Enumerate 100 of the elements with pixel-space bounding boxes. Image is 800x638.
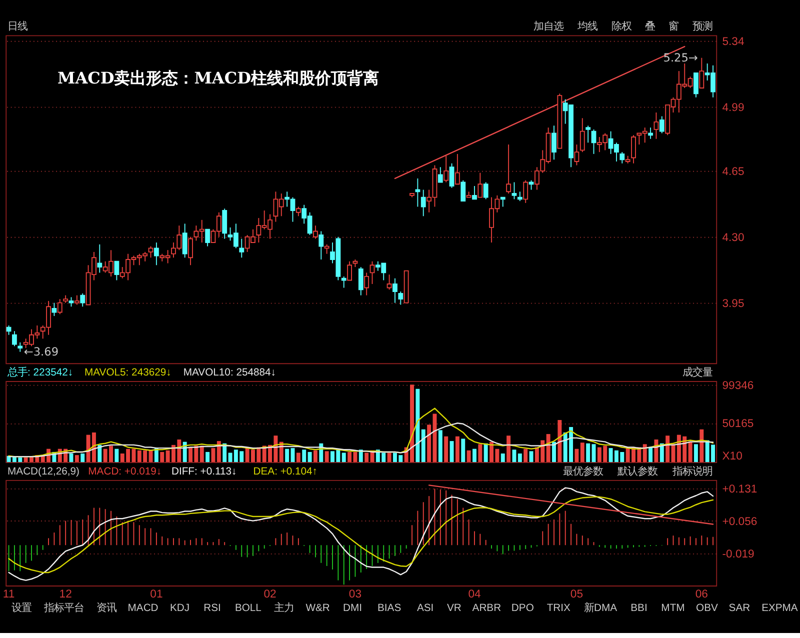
x-tick-label: 03	[348, 588, 362, 600]
text: VR	[447, 602, 462, 614]
text: MACD卖出形态：MACD柱线和股价顶背离	[57, 68, 379, 88]
text: BBI	[630, 602, 648, 614]
text: DMI	[343, 602, 362, 614]
line-series	[8, 496, 714, 574]
text: 窗	[668, 20, 678, 33]
candlestick	[57, 298, 62, 315]
y-tick-label: 3.95	[722, 298, 744, 310]
candlestick	[358, 266, 364, 296]
candlestick	[699, 57, 704, 88]
candlestick	[552, 125, 556, 160]
y-tick-label: 5.34	[722, 36, 744, 48]
candlestick	[341, 276, 346, 288]
candlestick	[415, 178, 420, 208]
x-tick-label: 04	[468, 588, 481, 600]
text: DEA: +0.104↑	[253, 466, 318, 478]
candlestick	[222, 208, 228, 240]
text: 成交量	[682, 366, 712, 378]
text: 默认参数	[616, 465, 658, 478]
candlestick	[631, 134, 636, 164]
text: TRIX	[546, 602, 571, 614]
x-tick-label: 05	[570, 588, 583, 600]
text: 均线	[576, 20, 598, 33]
text: 总手: 223542↓	[6, 366, 74, 378]
text: MTM	[661, 602, 685, 614]
text: 指标说明	[671, 465, 712, 478]
candlestick	[52, 302, 57, 316]
y-tick-label: +0.056	[722, 516, 758, 528]
candlestick	[483, 182, 488, 200]
candlestick	[296, 206, 301, 217]
x-tick-label: 11	[2, 588, 15, 600]
candlestick	[80, 292, 86, 308]
text: ARBR	[472, 602, 502, 614]
candlestick	[478, 172, 483, 198]
candlestick	[239, 238, 244, 258]
x-tick-label: 12	[59, 588, 72, 600]
chart-title: MACD(12,26,9)	[8, 466, 80, 478]
candlestick	[454, 153, 460, 185]
y-tick-label: 4.99	[722, 102, 744, 114]
candlestick	[12, 330, 17, 347]
candlestick	[114, 260, 120, 281]
candlestick	[148, 246, 154, 258]
y-tick-label: -0.019	[722, 548, 754, 561]
candlestick	[449, 162, 454, 188]
candlestick	[188, 236, 193, 266]
candlestick	[182, 223, 188, 258]
candlestick	[154, 242, 159, 266]
candlestick	[580, 118, 585, 153]
candlestick	[586, 125, 591, 144]
candlestick	[318, 230, 324, 260]
text: OBV	[696, 602, 718, 614]
candlestick	[364, 272, 370, 296]
candlestick	[347, 260, 352, 281]
text: 指标平台	[43, 602, 84, 614]
y-tick-label: X10	[722, 450, 742, 463]
text: KDJ	[170, 602, 190, 614]
text: W&R	[306, 602, 330, 614]
candlestick	[648, 127, 653, 140]
x-tick-label: 02	[264, 588, 276, 600]
text: 最优参数	[563, 465, 604, 478]
text: EXPMA	[762, 602, 798, 614]
candlestick	[392, 278, 398, 304]
y-tick-label: 4.65	[722, 166, 744, 178]
y-tick-label: 50165	[722, 418, 754, 430]
text: BIAS	[378, 602, 402, 614]
candlestick	[18, 342, 23, 352]
y-tick-label: 99346	[722, 380, 754, 392]
y-tick-label: 4.30	[722, 232, 744, 244]
text: 预测	[692, 20, 712, 33]
text: 资讯	[96, 602, 116, 614]
text: MACD: +0.019↓	[88, 466, 162, 478]
candlestick	[386, 274, 392, 290]
candlestick	[398, 291, 404, 306]
y-tick-label: +0.131	[722, 483, 758, 496]
text: MACD	[128, 602, 158, 614]
text: 设置	[12, 602, 32, 614]
candlestick	[472, 186, 477, 200]
text: 叠	[644, 22, 655, 33]
line-series	[8, 487, 714, 581]
candlestick	[6, 324, 12, 336]
candlestick	[420, 189, 426, 217]
text: MAVOL10: 254884↓	[183, 367, 276, 378]
candlestick	[517, 191, 522, 202]
candlestick	[512, 182, 517, 200]
text: 主力	[274, 602, 294, 614]
text: ←3.69	[24, 346, 59, 359]
text: SAR	[728, 602, 750, 614]
text: DPO	[511, 602, 534, 614]
candlestick	[460, 180, 466, 202]
x-tick-label: 06	[695, 588, 708, 600]
candlestick	[324, 244, 330, 254]
candlestick	[500, 196, 506, 208]
candlestick	[659, 116, 664, 134]
text: 除权	[611, 20, 632, 33]
candlestick	[591, 128, 596, 154]
candlestick	[574, 144, 580, 166]
candlestick	[313, 225, 318, 240]
text: ASI	[416, 602, 434, 614]
text: 新DMA	[584, 602, 618, 614]
